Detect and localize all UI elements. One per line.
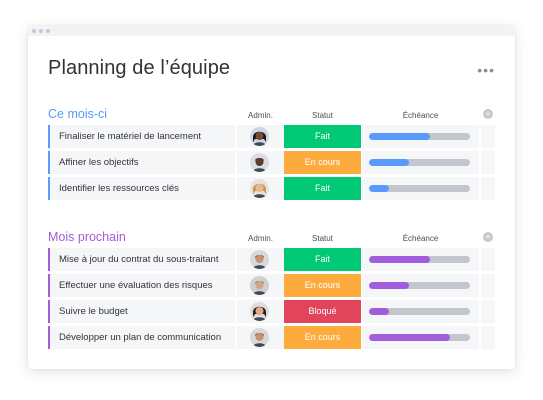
timeline-cell[interactable] (362, 326, 479, 349)
timeline-bar[interactable] (369, 282, 470, 289)
timeline-cell[interactable] (362, 300, 479, 323)
empty-cell (481, 151, 495, 174)
table-row[interactable]: Finaliser le matériel de lancement Fait (48, 125, 495, 148)
board-window: Planning de l’équipe ••• Ce mois-ci Admi… (28, 26, 515, 369)
timeline-fill (369, 282, 410, 289)
person-cell[interactable] (237, 326, 284, 349)
group-this-month: Ce mois-ci Admin. Statut Échéance + Fina… (48, 107, 495, 207)
window-dot-icon (39, 29, 43, 33)
item-name[interactable]: Développer un plan de communication (48, 326, 235, 349)
item-name[interactable]: Suivre le budget (48, 300, 235, 323)
add-column-icon[interactable]: + (483, 232, 493, 242)
table-row[interactable]: Développer un plan de communication En co… (48, 326, 495, 349)
column-header-timeline[interactable]: Échéance (402, 111, 439, 120)
timeline-cell[interactable] (362, 177, 479, 200)
item-name[interactable]: Effectuer une évaluation des risques (48, 274, 235, 297)
timeline-fill (369, 256, 430, 263)
add-column-icon[interactable]: + (483, 109, 493, 119)
more-options-icon[interactable]: ••• (477, 62, 495, 78)
group-title[interactable]: Mois prochain (48, 230, 126, 244)
timeline-fill (369, 185, 390, 192)
person-cell[interactable] (237, 300, 284, 323)
timeline-fill (369, 159, 410, 166)
group-title[interactable]: Ce mois-ci (48, 107, 108, 121)
table-row[interactable]: Mise à jour du contrat du sous-traitant F… (48, 248, 495, 271)
avatar[interactable] (250, 179, 269, 198)
status-badge[interactable]: En cours (284, 274, 361, 297)
empty-cell (481, 326, 495, 349)
item-name[interactable]: Affiner les objectifs (48, 151, 235, 174)
empty-cell (481, 300, 495, 323)
timeline-bar[interactable] (369, 308, 470, 315)
timeline-bar[interactable] (369, 185, 470, 192)
avatar[interactable] (250, 276, 269, 295)
person-cell[interactable] (237, 125, 284, 148)
column-header-person[interactable]: Admin. (248, 234, 273, 243)
timeline-fill (369, 133, 430, 140)
column-header-status[interactable]: Statut (312, 234, 333, 243)
timeline-fill (369, 334, 450, 341)
column-header-person[interactable]: Admin. (248, 111, 273, 120)
avatar[interactable] (250, 302, 269, 321)
person-cell[interactable] (237, 274, 284, 297)
status-badge[interactable]: Bloqué (284, 300, 361, 323)
avatar[interactable] (250, 328, 269, 347)
window-titlebar (28, 26, 515, 36)
timeline-bar[interactable] (369, 159, 470, 166)
table-row[interactable]: Effectuer une évaluation des risques En c… (48, 274, 495, 297)
status-badge[interactable]: En cours (284, 151, 361, 174)
item-name[interactable]: Identifier les ressources clés (48, 177, 235, 200)
column-header-timeline[interactable]: Échéance (402, 234, 439, 243)
page-title: Planning de l’équipe (48, 57, 231, 79)
window-dot-icon (32, 29, 36, 33)
empty-cell (481, 125, 495, 148)
table-row[interactable]: Identifier les ressources clés Fait (48, 177, 495, 200)
timeline-bar[interactable] (369, 256, 470, 263)
group-next-month: Mois prochain Admin. Statut Échéance + M… (48, 230, 495, 360)
status-badge[interactable]: En cours (284, 326, 361, 349)
timeline-bar[interactable] (369, 334, 470, 341)
status-badge[interactable]: Fait (284, 177, 361, 200)
timeline-cell[interactable] (362, 125, 479, 148)
window-dot-icon (46, 29, 50, 33)
status-badge[interactable]: Fait (284, 125, 361, 148)
table-row[interactable]: Suivre le budget Bloqué (48, 300, 495, 323)
avatar[interactable] (250, 250, 269, 269)
column-header-status[interactable]: Statut (312, 111, 333, 120)
empty-cell (481, 274, 495, 297)
timeline-cell[interactable] (362, 151, 479, 174)
person-cell[interactable] (237, 177, 284, 200)
empty-cell (481, 177, 495, 200)
person-cell[interactable] (237, 248, 284, 271)
empty-cell (481, 248, 495, 271)
item-name[interactable]: Mise à jour du contrat du sous-traitant (48, 248, 235, 271)
timeline-cell[interactable] (362, 274, 479, 297)
item-name[interactable]: Finaliser le matériel de lancement (48, 125, 235, 148)
timeline-fill (369, 308, 390, 315)
timeline-bar[interactable] (369, 133, 470, 140)
status-badge[interactable]: Fait (284, 248, 361, 271)
avatar[interactable] (250, 153, 269, 172)
table-row[interactable]: Affiner les objectifs En cours (48, 151, 495, 174)
avatar[interactable] (250, 127, 269, 146)
timeline-cell[interactable] (362, 248, 479, 271)
person-cell[interactable] (237, 151, 284, 174)
